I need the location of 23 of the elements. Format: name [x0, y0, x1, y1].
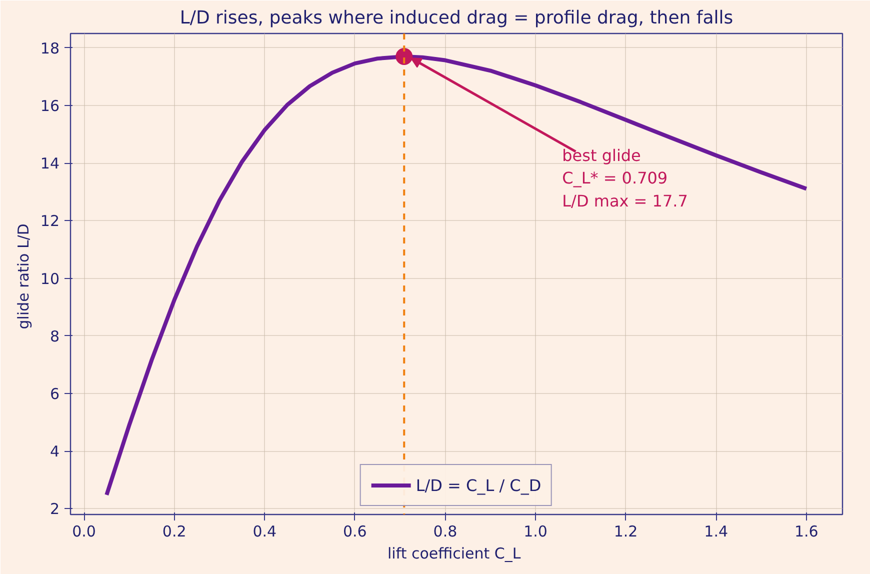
x-tick-label: 0.6 [342, 522, 367, 540]
chart-title: L/D rises, peaks where induced drag = profile drag, then falls [180, 8, 734, 28]
x-tick-label: 1.0 [524, 522, 548, 540]
x-tick-label: 0.2 [162, 522, 186, 540]
x-tick-label: 1.6 [794, 522, 818, 540]
y-tick-label: 4 [50, 442, 60, 461]
y-tick-label: 16 [40, 97, 60, 116]
x-tick-label: 1.2 [614, 522, 638, 540]
y-tick-label: 8 [50, 327, 60, 346]
annotation: best glide C_L* = 0.709 L/D max = 17.7 [562, 146, 688, 210]
y-tick-label: 6 [50, 385, 60, 404]
y-tick-label: 10 [40, 270, 60, 288]
x-tick-label: 1.4 [704, 522, 728, 540]
y-tick-label: 12 [40, 212, 60, 230]
legend-label: L/D = C_L / C_D [416, 476, 542, 494]
x-tick-label: 0.4 [252, 522, 277, 540]
y-tick-label: 2 [50, 500, 60, 518]
x-tick-label: 0.0 [72, 522, 96, 540]
y-axis-title: glide ratio L/D [14, 224, 32, 330]
y-tick-label: 14 [40, 154, 60, 173]
x-tick-label: 0.8 [433, 522, 458, 540]
y-tick-label: 18 [40, 39, 60, 58]
x-axis-title: lift coefficient C_L [387, 544, 522, 562]
